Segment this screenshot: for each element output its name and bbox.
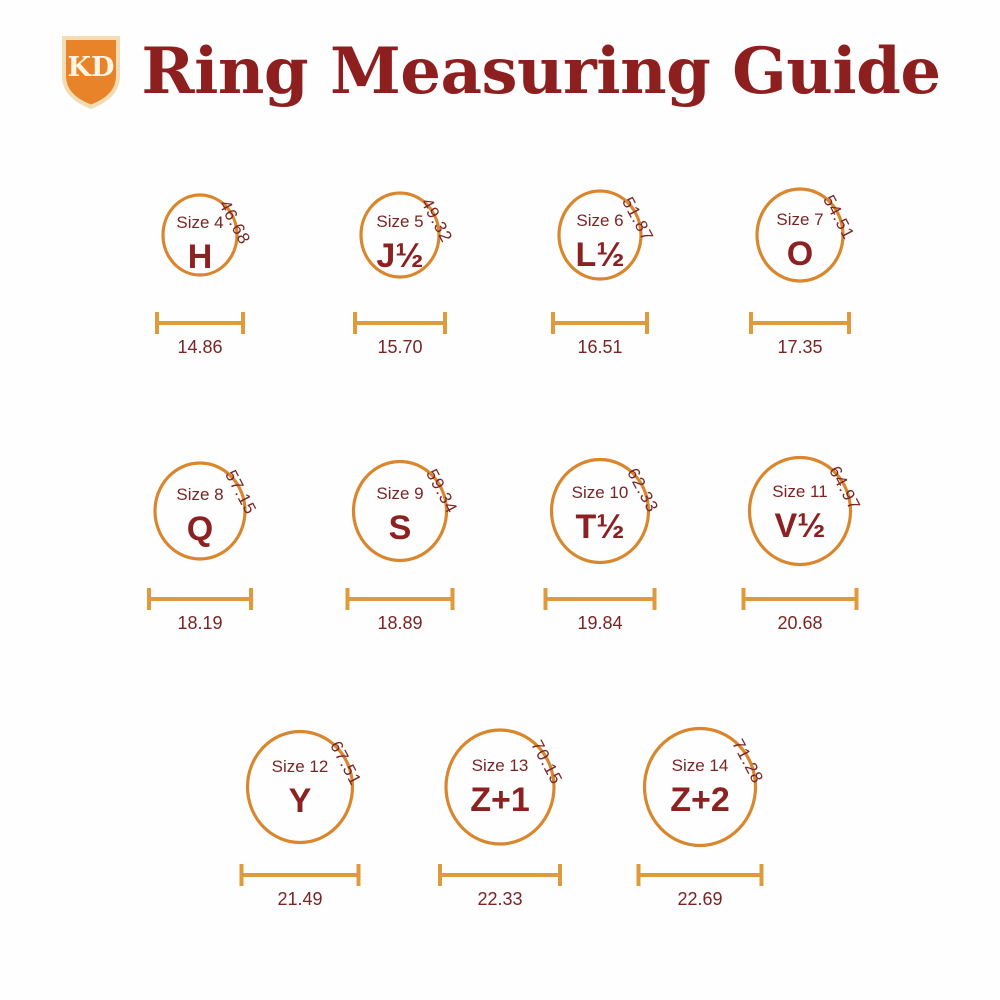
ring-rows-container: Size 4 H 46.68 14.86 Size 5 J½ 49.32 15.70 Size …: [0, 140, 1000, 922]
diameter-dimension-bar: [147, 588, 253, 610]
ring-diagram: [543, 457, 657, 610]
ring-size-card: Size 9 S 59.34 18.89: [300, 416, 500, 646]
ring-circle-outline: [153, 461, 247, 561]
ring-size-card: Size 11 V½ 64.97 20.68: [700, 416, 900, 646]
diameter-dimension-bar: [345, 588, 455, 610]
diameter-dimension-bar: [438, 864, 562, 886]
diameter-dimension-bar: [741, 588, 859, 610]
ring-size-card: Size 8 Q 57.15 18.19: [100, 416, 300, 646]
ring-circle-outline: [351, 459, 449, 563]
ring-diameter-label: 22.33: [477, 889, 523, 909]
ring-diameter-label: 19.84: [577, 613, 623, 633]
ring-diagram: [741, 455, 859, 610]
ring-diameter-label: 16.51: [577, 337, 623, 357]
ring-size-card: Size 12 Y 67.51 21.49: [200, 692, 400, 922]
ring-row-1: Size 4 H 46.68 14.86 Size 5 J½ 49.32 15.70 Size …: [0, 140, 1000, 370]
diameter-dimension-bar: [551, 312, 649, 334]
ring-circle-outline: [755, 187, 845, 283]
ring-diameter-label: 22.69: [677, 889, 723, 909]
ring-circle-outline: [642, 726, 758, 848]
ring-size-card: Size 14 Z+2 71.28 22.69: [600, 692, 800, 922]
ring-size-card: Size 7 O 54.51 17.35: [700, 140, 900, 370]
ring-diameter-label: 17.35: [777, 337, 823, 357]
ring-size-card: Size 6 L½ 51.87 16.51: [500, 140, 700, 370]
ring-diameter-label: 15.70: [377, 337, 423, 357]
page-title: Ring Measuring Guide: [141, 34, 941, 109]
ring-circle-outline: [161, 193, 239, 277]
ring-row-3: Size 12 Y 67.51 21.49 Size 13 Z+1 70.15 22.33 Si…: [0, 692, 1000, 922]
diameter-dimension-bar: [749, 312, 851, 334]
ring-diagram: [551, 189, 649, 334]
ring-diagram: [438, 728, 562, 886]
ring-circle-outline: [549, 457, 651, 565]
shield-logo-text: KD: [68, 52, 115, 83]
ring-diagram: [155, 193, 245, 334]
ring-diameter-label: 14.86: [177, 337, 223, 357]
ring-diagram: [147, 461, 253, 610]
ring-diameter-label: 18.89: [377, 613, 423, 633]
diameter-dimension-bar: [353, 312, 447, 334]
diameter-dimension-bar: [155, 312, 245, 334]
ring-row-2: Size 8 Q 57.15 18.19 Size 9 S 59.34 18.89 Size 1…: [0, 416, 1000, 646]
diameter-dimension-bar: [543, 588, 657, 610]
ring-diameter-label: 20.68: [777, 613, 823, 633]
ring-diagram: [239, 729, 361, 886]
diameter-dimension-bar: [636, 864, 764, 886]
diameter-dimension-bar: [239, 864, 361, 886]
ring-size-card: Size 13 Z+1 70.15 22.33: [400, 692, 600, 922]
ring-diameter-label: 21.49: [277, 889, 323, 909]
ring-diagram: [345, 459, 455, 610]
ring-size-card: Size 5 J½ 49.32 15.70: [300, 140, 500, 370]
ring-circle-outline: [557, 189, 643, 281]
ring-circle-outline: [444, 728, 556, 846]
ring-circle-outline: [245, 729, 355, 845]
page-header: KD Ring Measuring Guide: [0, 24, 1000, 120]
ring-diagram: [749, 187, 851, 334]
ring-diagram: [353, 191, 447, 334]
ring-diagram: [636, 726, 764, 886]
ring-size-card: Size 10 T½ 62.33 19.84: [500, 416, 700, 646]
kd-shield-logo-icon: KD: [62, 36, 121, 109]
ring-circle-outline: [359, 191, 441, 279]
ring-circle-outline: [747, 455, 853, 567]
ring-size-card: Size 4 H 46.68 14.86: [100, 140, 300, 370]
ring-diameter-label: 18.19: [177, 613, 223, 633]
shield-inner: [66, 40, 117, 105]
